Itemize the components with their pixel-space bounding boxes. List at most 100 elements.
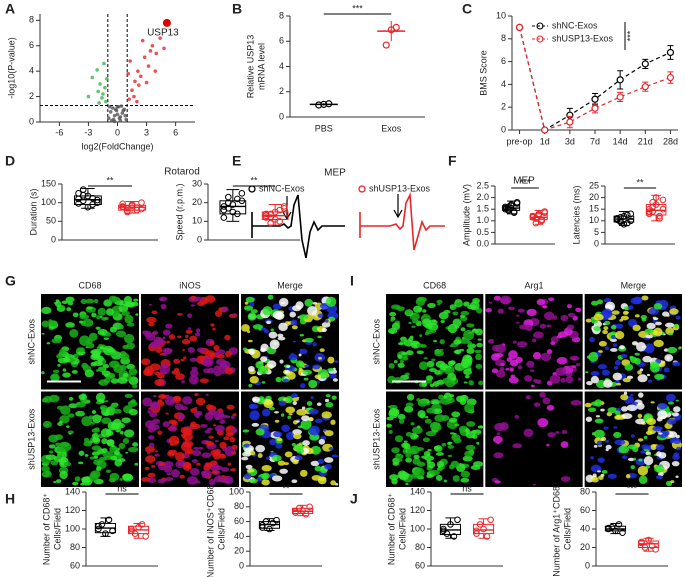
micrograph-blob [386, 423, 392, 428]
y-tick-label: 0 [29, 116, 34, 126]
micrograph-blob [295, 360, 305, 368]
micrograph-blob [410, 422, 415, 426]
micrograph-blob [434, 414, 446, 422]
micrograph-blob [311, 474, 322, 481]
micrograph-blob [103, 337, 109, 340]
micrograph-blob [436, 299, 443, 304]
micrograph-blob [427, 449, 432, 452]
micrograph-blob [637, 374, 648, 383]
micrograph-blob [245, 296, 255, 303]
micrograph-blob [417, 399, 428, 407]
micrograph-blob [328, 446, 334, 451]
micrograph-blob [412, 458, 421, 465]
micrograph-blob [312, 301, 318, 305]
point [624, 211, 631, 219]
point [142, 533, 149, 540]
y-tick-label: 60 [415, 560, 425, 570]
micrograph-blob [602, 329, 608, 335]
micrograph-blob [657, 410, 668, 420]
micrograph-blob [182, 462, 192, 471]
micrograph-blob [425, 430, 437, 437]
micrograph-blob [641, 295, 649, 301]
panel-letter: E [232, 153, 241, 169]
micrograph-blob [93, 456, 98, 459]
micrograph-blob [620, 353, 628, 359]
micrograph-blob [653, 303, 663, 310]
micrograph-blob [591, 477, 599, 483]
micrograph-blob [405, 457, 413, 463]
micrograph-blob [613, 431, 622, 439]
micrograph-blob [302, 440, 310, 446]
micrograph-blob [147, 472, 156, 478]
micrograph-blob [449, 394, 455, 398]
micrograph-blob [75, 401, 86, 408]
micrograph-blob [575, 362, 581, 367]
micrograph-blob [495, 344, 507, 354]
micrograph-blob [243, 473, 252, 480]
micrograph-blob [209, 352, 216, 358]
micrograph-blob [312, 342, 317, 347]
micrograph-blob [445, 367, 453, 373]
micrograph-blob [561, 429, 568, 435]
point [617, 214, 624, 221]
micrograph-blob [310, 396, 314, 400]
micrograph-blob [209, 340, 215, 346]
micrograph-blob [298, 353, 302, 357]
micrograph-blob [325, 296, 337, 307]
micrograph-blob [567, 312, 575, 318]
micrograph-blob [590, 375, 599, 384]
point [306, 503, 313, 511]
micrograph-blob [496, 442, 500, 445]
row-label: shUSP13-Exos [26, 408, 36, 470]
micrograph-blob [637, 392, 644, 398]
micrograph-blob [157, 478, 166, 484]
micrograph-blob [460, 310, 470, 316]
micrograph-blob [539, 391, 546, 398]
micrograph-blob [399, 458, 403, 462]
micrograph-blob [464, 374, 470, 379]
micrograph-blob [144, 466, 150, 470]
micrograph-blob [212, 327, 216, 331]
micrograph-blob [464, 403, 475, 413]
micrograph-blob [635, 418, 646, 425]
micrograph-blob [246, 468, 254, 473]
micrograph-blob [166, 472, 172, 476]
micrograph-blob [46, 342, 51, 345]
micrograph-blob [232, 313, 238, 317]
micrograph-blob [260, 343, 269, 352]
micrograph-blob [268, 331, 278, 339]
micrograph-blob [307, 306, 318, 316]
micrograph-blob [606, 411, 613, 417]
micrograph-blob [52, 369, 60, 374]
micrograph-blob [124, 393, 133, 398]
micrograph-blob [405, 431, 413, 437]
micrograph-blob [291, 397, 299, 402]
micrograph-blob [126, 342, 135, 350]
micrograph-blob [224, 334, 231, 341]
micrograph-blob [593, 444, 598, 448]
micrograph-blob [89, 456, 95, 460]
micrograph-blob [218, 307, 223, 312]
micrograph-blob [459, 338, 470, 344]
micrograph-blob [640, 315, 648, 320]
y-tick-label: 40 [234, 531, 244, 541]
point [645, 208, 653, 215]
point [79, 186, 87, 193]
micrograph-blob [186, 476, 198, 485]
y-axis-label: Duration (s) [28, 188, 38, 235]
micrograph-blob [216, 354, 225, 359]
chart-title: MEP [513, 176, 535, 187]
micrograph-blob [107, 421, 118, 431]
micrograph-blob [647, 379, 653, 383]
point [158, 36, 162, 40]
micrograph-blob [645, 334, 653, 339]
point [292, 507, 299, 515]
y-tick-label: 4 [29, 66, 34, 76]
micrograph-blob [607, 473, 617, 479]
micrograph-blob [456, 395, 465, 403]
micrograph-blob [423, 357, 428, 360]
y-tick-label: 0 [197, 234, 202, 244]
micrograph-blob [257, 366, 269, 375]
micrograph-blob [499, 367, 505, 372]
micrograph-blob [588, 351, 599, 362]
